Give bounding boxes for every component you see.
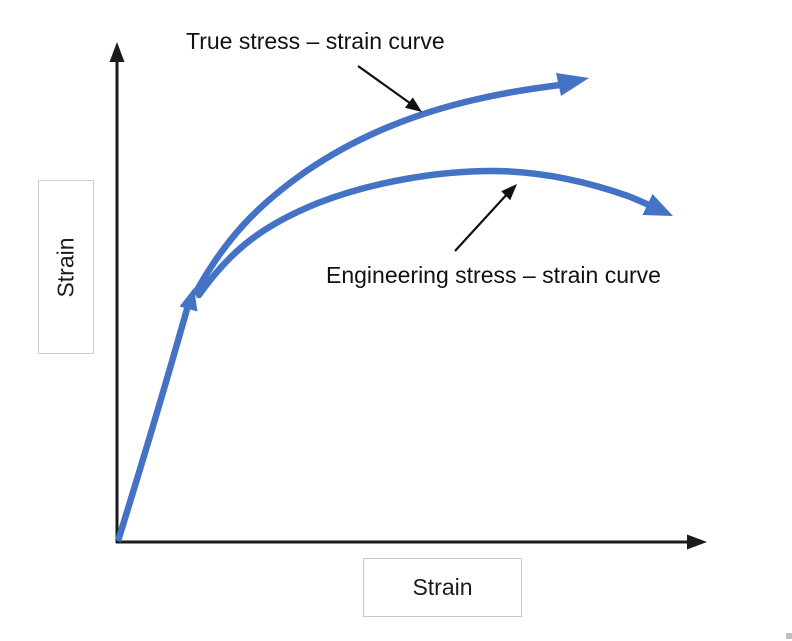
x-axis-arrowhead-icon — [687, 534, 707, 550]
engineering-label-pointer-arrowhead-icon — [501, 184, 517, 201]
y-axis-label: Strain — [52, 236, 79, 298]
y-axis-label-box: Strain — [38, 180, 94, 354]
engineering-label-pointer-line — [454, 191, 510, 252]
true-curve-arrowhead-icon — [556, 73, 589, 96]
x-axis-label: Strain — [412, 574, 473, 600]
x-axis-label-box: Strain — [363, 558, 522, 617]
elastic-region-curve — [114, 301, 193, 542]
true-label-pointer-arrowhead-icon — [405, 97, 422, 112]
true-stress-strain-curve — [192, 81, 564, 296]
resize-handle-artifact — [786, 633, 792, 639]
engineering-stress-strain-curve — [195, 167, 659, 299]
engineering-curve-arrowhead-icon — [642, 194, 673, 216]
elastic-region-arrowhead-icon — [179, 288, 198, 312]
true-curve-label: True stress – strain curve — [186, 28, 445, 54]
true-label-pointer-line — [357, 65, 415, 107]
y-axis-arrowhead-icon — [109, 42, 125, 62]
engineering-curve-label: Engineering stress – strain curve — [326, 262, 661, 288]
